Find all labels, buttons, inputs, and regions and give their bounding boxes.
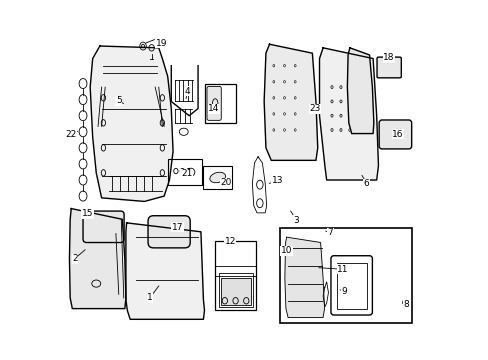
Bar [215, 241, 256, 310]
Text: 12: 12 [224, 237, 235, 246]
Text: 19: 19 [156, 39, 167, 48]
Text: 3: 3 [293, 216, 299, 225]
Text: 17: 17 [171, 222, 183, 231]
Bar [205, 84, 235, 123]
Text: 18: 18 [383, 53, 394, 62]
Text: 4: 4 [184, 87, 190, 96]
Text: 8: 8 [403, 300, 408, 309]
Ellipse shape [209, 172, 225, 183]
FancyBboxPatch shape [206, 86, 221, 120]
Text: 6: 6 [363, 179, 369, 188]
Text: 15: 15 [81, 210, 93, 219]
Text: 5: 5 [116, 96, 122, 105]
FancyBboxPatch shape [83, 211, 124, 243]
Text: 2: 2 [72, 254, 78, 263]
Bar [280, 228, 411, 323]
Bar [167, 158, 201, 185]
Text: 23: 23 [309, 104, 320, 113]
Text: 14: 14 [208, 104, 220, 113]
Polygon shape [69, 208, 125, 309]
Text: 16: 16 [391, 130, 403, 139]
Text: 21: 21 [181, 169, 192, 178]
Polygon shape [319, 48, 378, 180]
Text: 9: 9 [341, 287, 346, 296]
Polygon shape [285, 237, 324, 318]
Polygon shape [125, 223, 204, 319]
Text: 10: 10 [280, 246, 292, 255]
Polygon shape [346, 48, 373, 134]
FancyBboxPatch shape [376, 57, 401, 78]
Polygon shape [264, 44, 317, 160]
Text: 7: 7 [326, 228, 332, 237]
FancyBboxPatch shape [148, 216, 190, 248]
Polygon shape [90, 46, 173, 202]
Text: 20: 20 [220, 178, 231, 187]
Bar [218, 273, 252, 307]
Bar [203, 166, 231, 189]
Text: 13: 13 [271, 176, 283, 185]
Bar [336, 263, 366, 309]
Bar [221, 278, 250, 305]
FancyBboxPatch shape [378, 120, 411, 149]
Text: 11: 11 [336, 265, 348, 274]
Text: 1: 1 [147, 293, 152, 302]
FancyBboxPatch shape [330, 256, 372, 315]
Text: 22: 22 [65, 130, 77, 139]
